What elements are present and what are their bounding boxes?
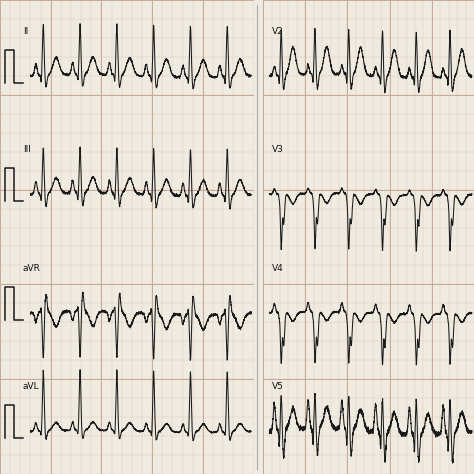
Text: V3: V3 — [272, 145, 283, 154]
Text: aVR: aVR — [23, 264, 41, 273]
Text: II: II — [23, 27, 28, 36]
Text: V5: V5 — [272, 382, 283, 391]
Text: V4: V4 — [272, 264, 283, 273]
Text: aVL: aVL — [23, 382, 39, 391]
Text: III: III — [23, 145, 31, 154]
Text: V2: V2 — [272, 27, 283, 36]
